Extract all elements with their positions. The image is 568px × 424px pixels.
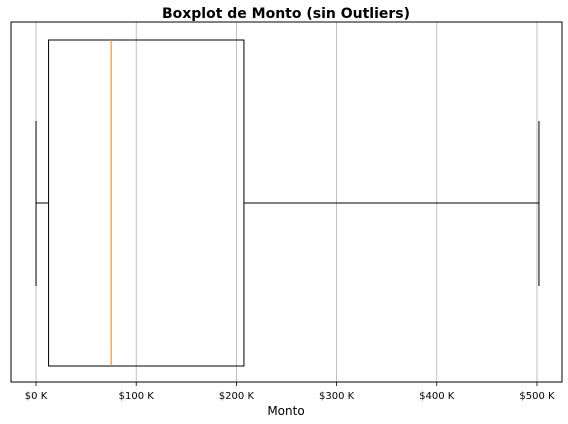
x-tick-label: $0 K — [25, 391, 48, 402]
x-axis-ticks: $0 K $100 K $200 K $300 K $400 K $500 K — [25, 382, 555, 402]
x-tick-label: $400 K — [419, 391, 455, 402]
iqr-box — [48, 39, 245, 367]
chart-title: Boxplot de Monto (sin Outliers) — [162, 6, 410, 22]
boxplot — [35, 39, 540, 367]
grid-lines — [35, 22, 538, 382]
x-tick-label: $500 K — [519, 391, 555, 402]
plot-area-frame — [10, 21, 563, 383]
x-tick-label: $100 K — [119, 391, 155, 402]
x-axis-label: Monto — [267, 404, 304, 418]
x-tick-label: $300 K — [319, 391, 355, 402]
x-tick-label: $200 K — [219, 391, 255, 402]
